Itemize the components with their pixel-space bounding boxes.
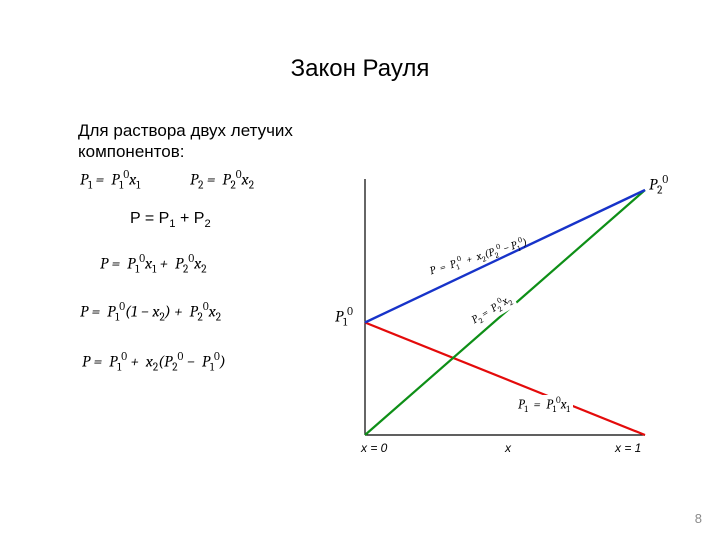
- eq-sum-plain: P = P1 + P2 P = P₁ + P₂: [130, 210, 211, 230]
- eq-p1: P1 = P10x1 P₁ = P₁⁰x₁: [80, 168, 140, 192]
- y-left-label: P10 P₁⁰: [335, 305, 353, 329]
- subtitle-text: Для раствора двух летучих компонентов:: [78, 120, 338, 163]
- x-axis-mid: x: [505, 441, 511, 455]
- annot-p1-line: P1 = P10x1 P₁ = P₁⁰x₁: [515, 395, 573, 416]
- raoult-chart: P10 P₁⁰ P20 P₂⁰ x = 0 x x = 1 P1 = P10x1…: [355, 175, 655, 460]
- chart-svg: [355, 175, 655, 460]
- page-number: 8: [695, 511, 702, 526]
- eq-sum1: P = P10x1 + P20x2 P = P₁⁰x₁ + P₂⁰x₂: [100, 252, 207, 276]
- eq-sum3: P = P10 + x2(P20 − P10) P = P₁⁰ + x₂(P₂⁰…: [82, 350, 226, 374]
- y-right-label: P20 P₂⁰: [649, 173, 668, 197]
- slide: Закон Рауля Для раствора двух летучих ко…: [0, 0, 720, 540]
- eq-p2: P2 = P20x2 P₂ = P₂⁰x₂: [190, 168, 254, 192]
- x-axis-right: x = 1: [615, 441, 641, 455]
- eq-sum2: P = P10(1 − x2) + P20x2 P = P₁⁰(1 − x₂) …: [80, 300, 221, 324]
- x-axis-left: x = 0: [361, 441, 387, 455]
- page-title: Закон Рауля: [0, 55, 720, 83]
